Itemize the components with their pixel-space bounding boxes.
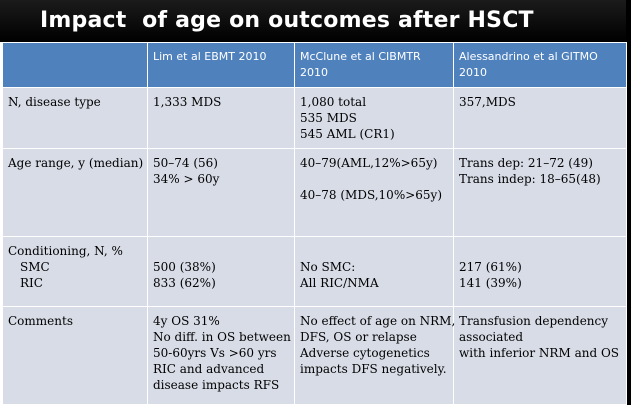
table-cell: No SMC: All RIC/NMA <box>294 236 454 307</box>
outcomes-table: Lim et al EBMT 2010 McClune et al CIBMTR… <box>2 42 627 405</box>
cell-line: 1,080 total <box>300 95 367 109</box>
cell-line: disease impacts RFS <box>153 378 280 392</box>
cell-line: Transfusion dependency <box>459 314 609 328</box>
cell-line: 34% > 60y <box>153 172 220 186</box>
cell-line <box>300 243 448 259</box>
table-header-row: Lim et al EBMT 2010 McClune et al CIBMTR… <box>2 42 627 88</box>
table-cell: 50–74 (56) 34% > 60y <box>147 148 295 237</box>
row-label-cell: N, disease type <box>2 87 148 149</box>
cell-line: DFS, OS or relapse <box>300 330 417 344</box>
table-cell: 1,080 total 535 MDS 545 AML (CR1) <box>294 87 454 149</box>
cell-line: Trans indep: 18–65(48) <box>459 172 601 186</box>
cell-line: with inferior NRM and OS <box>459 346 620 360</box>
cell-line: impacts DFS negatively. <box>300 362 447 376</box>
row-label-cell: Comments <box>2 306 148 405</box>
cell-line: All RIC/NMA <box>300 276 379 290</box>
cell-line: 141 (39%) <box>459 276 522 290</box>
table-cell: Trans dep: 21–72 (49) Trans indep: 18–65… <box>453 148 627 237</box>
cell-line: Adverse cytogenetics <box>300 346 430 360</box>
cell-line: Trans dep: 21–72 (49) <box>459 156 593 170</box>
cell-line: 50-60yrs Vs >60 yrs <box>153 346 277 360</box>
table-cell: 1,333 MDS <box>147 87 295 149</box>
row-label: Age range, y (median) <box>8 156 144 170</box>
cell-line: 217 (61%) <box>459 260 522 274</box>
cell-line: No effect of age on NRM, <box>300 314 456 328</box>
title-bar: Impact of age on outcomes after HSCT <box>0 0 627 42</box>
cell-line: RIC and advanced <box>153 362 265 376</box>
table-row: Age range, y (median) 50–74 (56) 34% > 6… <box>2 148 627 237</box>
row-sublabel: RIC <box>20 276 43 290</box>
row-label: Comments <box>8 314 73 328</box>
header-cell-lim: Lim et al EBMT 2010 <box>147 42 295 88</box>
header-cell-alessandrino: Alessandrino et al GITMO 2010 <box>453 42 627 88</box>
cell-line: No SMC: <box>300 260 356 274</box>
table-row: Comments 4y OS 31% No diff. in OS betwee… <box>2 306 627 405</box>
row-label: Conditioning, N, % <box>8 244 123 258</box>
cell-line: 40–78 (MDS,10%>65y) <box>300 188 443 202</box>
table-row: N, disease type 1,333 MDS 1,080 total 53… <box>2 87 627 149</box>
cell-line: 40–79(AML,12%>65y) <box>300 156 438 170</box>
table-cell: 4y OS 31% No diff. in OS between 50-60yr… <box>147 306 295 405</box>
table-cell: 217 (61%) 141 (39%) <box>453 236 627 307</box>
slide-title: Impact of age on outcomes after HSCT <box>40 8 534 33</box>
cell-line: 4y OS 31% <box>153 314 220 328</box>
cell-line: 357,MDS <box>459 95 516 109</box>
table-cell: No effect of age on NRM, DFS, OS or rela… <box>294 306 456 405</box>
table-cell: Transfusion dependency associated with i… <box>453 306 627 405</box>
row-label: N, disease type <box>8 95 101 109</box>
cell-line: associated <box>459 330 524 344</box>
cell-line: 545 AML (CR1) <box>300 127 395 141</box>
cell-line: 1,333 MDS <box>153 95 222 109</box>
cell-line <box>153 243 289 259</box>
cell-line <box>300 171 448 187</box>
header-cell-empty <box>2 42 148 88</box>
table-cell: 500 (38%) 833 (62%) <box>147 236 295 307</box>
header-cell-mcclune: McClune et al CIBMTR 2010 <box>294 42 454 88</box>
slide-edge <box>626 0 631 405</box>
cell-line: 50–74 (56) <box>153 156 218 170</box>
row-label-cell: Age range, y (median) <box>2 148 148 237</box>
cell-line: No diff. in OS between <box>153 330 291 344</box>
cell-line: 535 MDS <box>300 111 357 125</box>
cell-line: 500 (38%) <box>153 260 216 274</box>
table-cell: 40–79(AML,12%>65y) 40–78 (MDS,10%>65y) <box>294 148 454 237</box>
table-cell: 357,MDS <box>453 87 627 149</box>
cell-line: 833 (62%) <box>153 276 216 290</box>
row-sublabel: SMC <box>20 260 50 274</box>
table-row: Conditioning, N, % SMC RIC 500 (38%) 833… <box>2 236 627 307</box>
cell-line <box>459 243 621 259</box>
row-label-cell: Conditioning, N, % SMC RIC <box>2 236 148 307</box>
